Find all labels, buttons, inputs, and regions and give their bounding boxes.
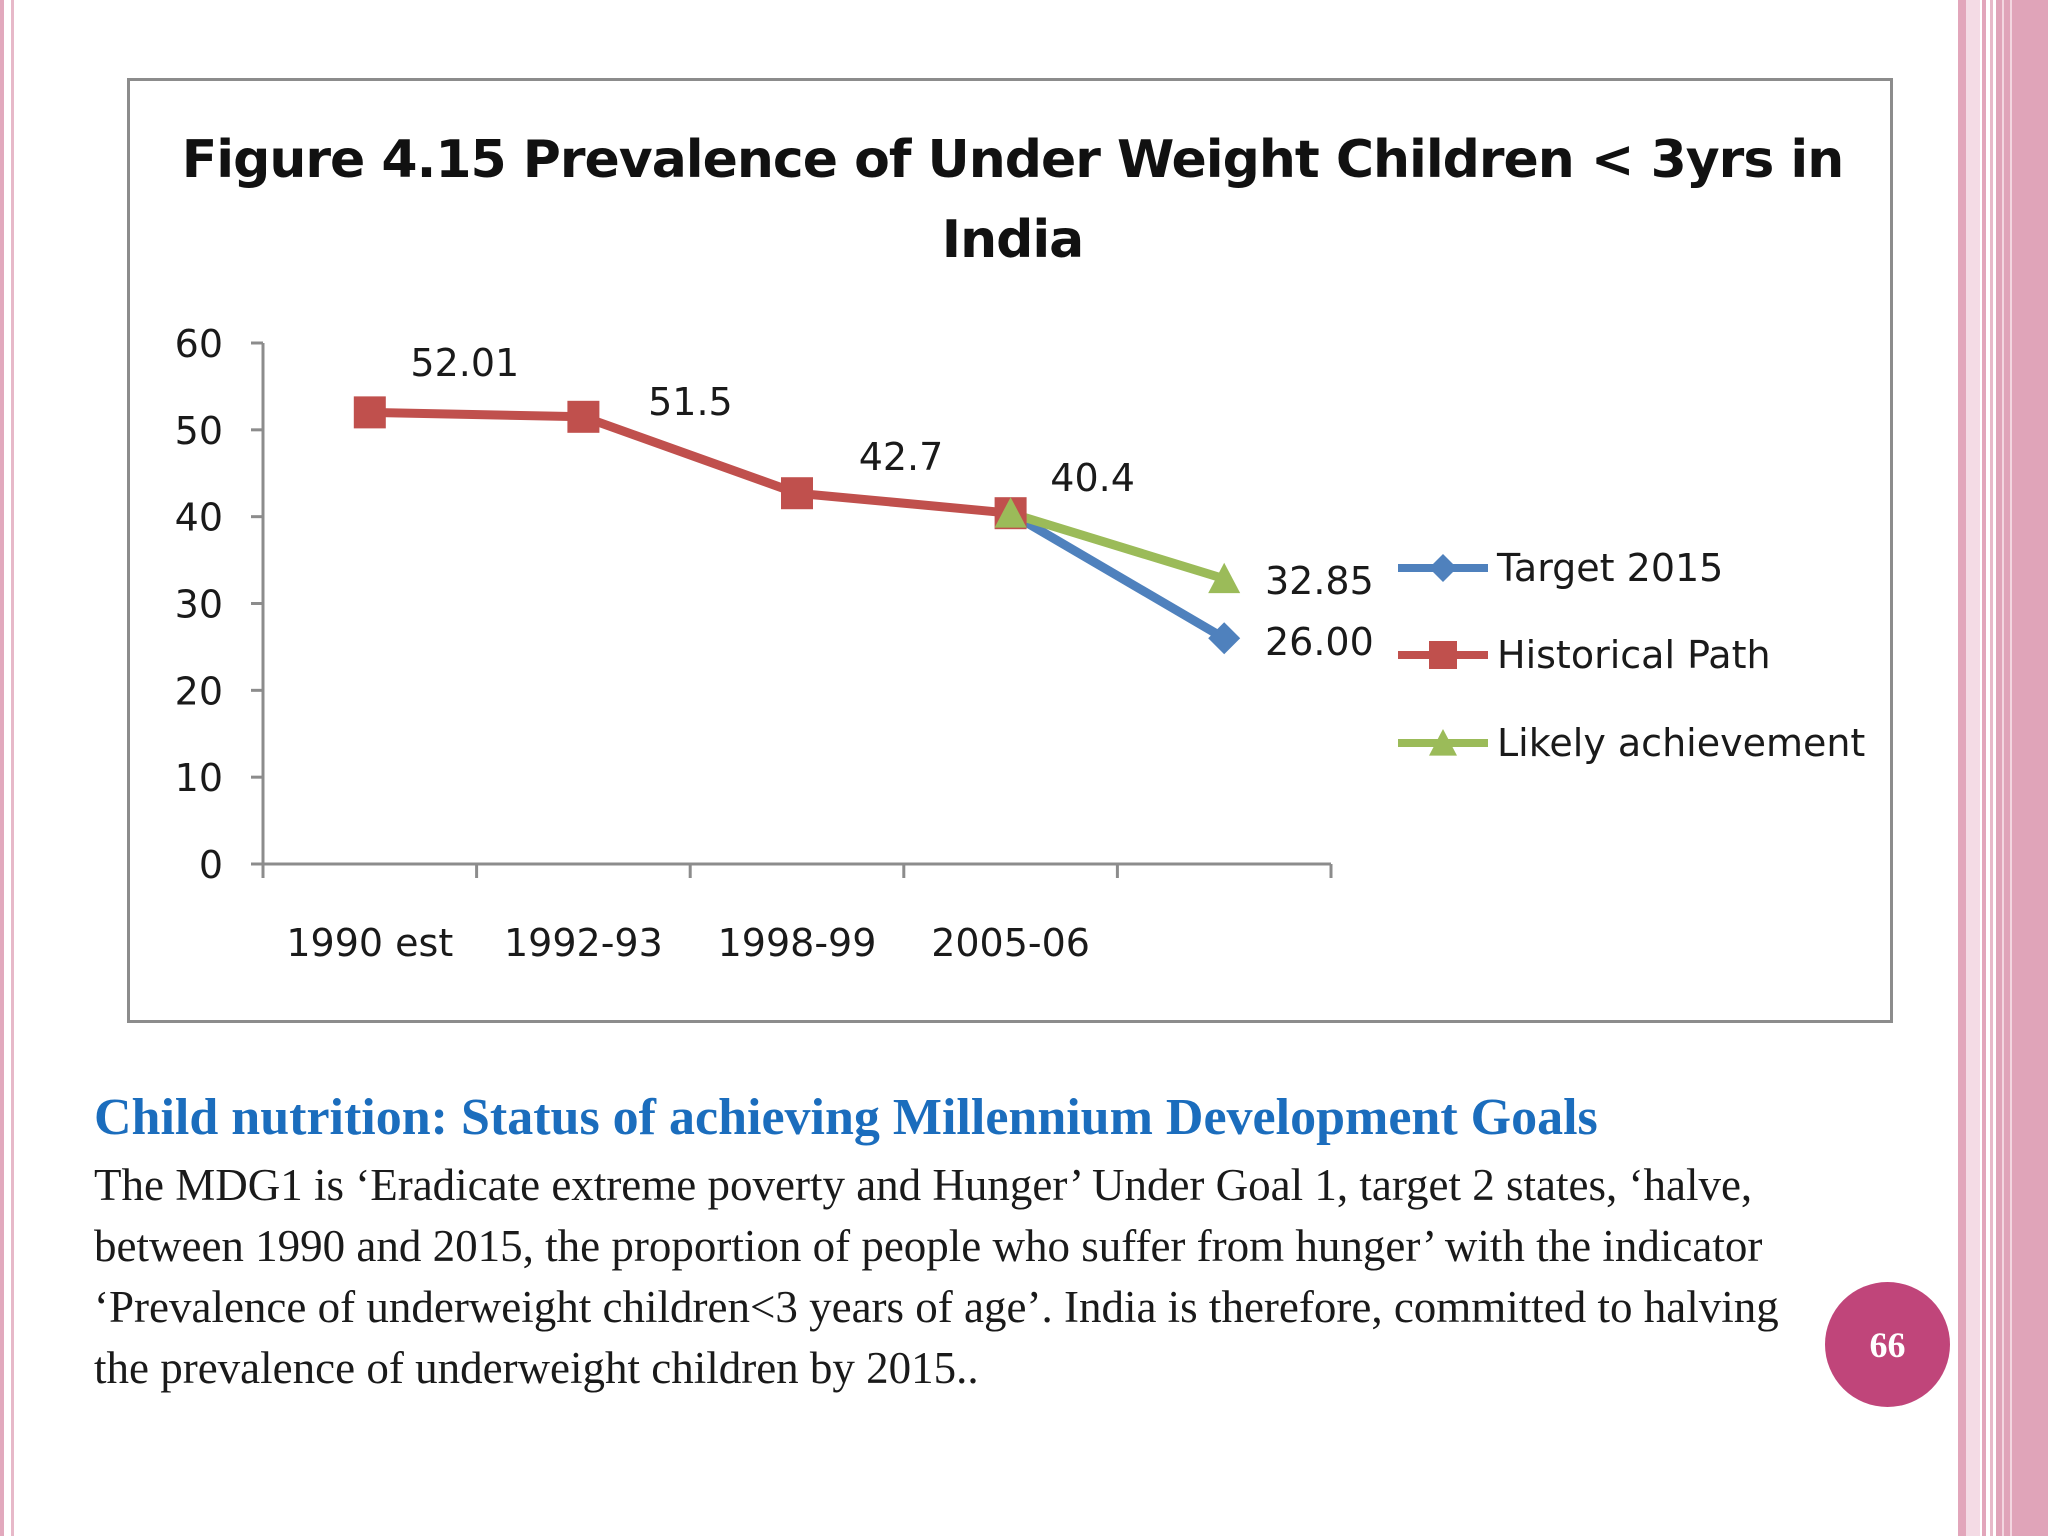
- legend-label: Likely achievement: [1497, 721, 1865, 765]
- slide-border-left: [0, 0, 4, 1536]
- y-tick-label: 60: [175, 322, 223, 366]
- x-tick-label: 1990 est: [286, 921, 453, 965]
- body-paragraph: The MDG1 is ‘Eradicate extreme poverty a…: [94, 1160, 1779, 1393]
- data-point-marker: [1208, 562, 1241, 594]
- slide-border-right: [1990, 0, 1993, 1536]
- data-label: 51.5: [648, 380, 733, 424]
- y-tick-label: 30: [175, 583, 223, 627]
- series-line-likely-achievement: [1009, 508, 1226, 584]
- y-tick-label: 0: [199, 843, 223, 887]
- slide-border-right: [1966, 0, 1980, 1536]
- slide-border-right: [2002, 0, 2004, 1536]
- x-tick-label: 1998-99: [718, 921, 877, 965]
- slide-border-right: [1958, 0, 1966, 1536]
- data-label: 40.4: [1050, 456, 1135, 500]
- data-point-marker: [781, 477, 813, 510]
- y-tick-label: 20: [175, 669, 223, 713]
- data-label: 32.85: [1265, 559, 1374, 603]
- line-chart: 0 10 20 30 40 50 60 1990 est 1992-93 1998-99 2005-…: [175, 322, 1866, 965]
- legend-marker: [1429, 729, 1457, 756]
- x-tick-label: 2005-06: [931, 921, 1090, 965]
- y-tick-label: 50: [175, 409, 223, 453]
- slide-border-right: [1982, 0, 1986, 1536]
- x-tick-label: 1992-93: [504, 921, 663, 965]
- series-line-target-2015: [1008, 509, 1227, 643]
- data-point-marker: [994, 497, 1027, 528]
- data-point-marker: [1208, 622, 1241, 655]
- legend-marker: [1429, 554, 1457, 582]
- y-tick-label: 10: [175, 756, 223, 800]
- y-tick-label: 40: [175, 496, 223, 540]
- section-heading: Child nutrition: Status of achieving Mil…: [94, 1089, 1598, 1146]
- data-label: 26.00: [1265, 620, 1374, 664]
- slide-border-right: [1996, 0, 2048, 1536]
- legend-marker: [1429, 641, 1457, 669]
- legend-label: Historical Path: [1497, 633, 1771, 677]
- page-number-badge: 66: [1825, 1282, 1950, 1407]
- slide-border-right: [2010, 0, 2012, 1536]
- data-label: 42.7: [859, 435, 944, 479]
- data-point-marker: [353, 396, 386, 429]
- data-point-marker: [567, 400, 600, 433]
- slide-border-left-inner: [11, 0, 14, 1536]
- chart-title: Figure 4.15 Prevalence of Under Weight C…: [181, 130, 1844, 270]
- data-label: 52.01: [410, 341, 519, 385]
- series-line-historical-path: [369, 407, 1012, 518]
- legend-label: Target 2015: [1496, 546, 1723, 590]
